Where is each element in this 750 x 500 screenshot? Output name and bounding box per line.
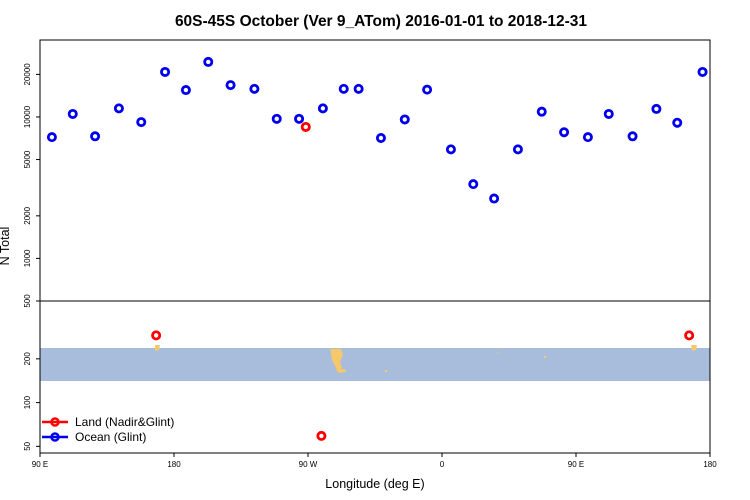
ocean-point [160,66,171,77]
land-point [684,330,695,341]
ocean-point [445,144,456,155]
ocean-point [46,132,57,143]
y-tick-label: 500 [23,294,32,308]
y-tick-label: 200 [23,352,32,366]
y-tick-label: 2000 [23,206,32,224]
land-tierra-del-fuego [336,369,346,373]
y-axis-lower: 50 100 200 [23,352,40,451]
ocean-point [399,114,410,125]
ocean-point [136,117,147,128]
ocean-point [294,113,305,124]
legend-land-label: Land (Nadir&Glint) [75,415,174,429]
ocean-point [317,103,328,114]
ocean-point [203,56,214,67]
ocean-point [338,83,349,94]
legend-land-marker [50,417,60,427]
y-tick-label: 5000 [23,150,32,168]
land-islet [497,351,499,353]
land-point [300,121,311,132]
ocean-point [271,113,282,124]
ocean-point [353,83,364,94]
ocean-point [672,117,683,128]
land-point [151,330,162,341]
ocean-point [536,106,547,117]
ocean-point [697,66,708,77]
ocean-point [627,131,638,142]
chart-title: 60S-45S October (Ver 9_ATom) 2016-01-01 … [175,13,587,30]
y-tick-label: 100 [23,395,32,409]
ocean-point [468,179,479,190]
ocean-point [582,132,593,143]
y-tick-label: 20000 [23,63,32,86]
y-tick-label: 50 [23,441,32,450]
ocean-point [603,108,614,119]
plot-frame [39,39,711,454]
land-islet [543,355,547,359]
x-tick-label: 180 [167,460,181,469]
ocean-point [651,103,662,114]
data-points [46,56,708,441]
x-tick-label: 90 E [32,460,48,469]
x-axis-label: Longitude (deg E) [325,477,424,491]
ocean-point [512,144,523,155]
ocean-point [113,103,124,114]
ocean-band [40,348,710,381]
ocean-point [249,83,260,94]
ocean-point [225,80,236,91]
land-point [316,430,327,441]
land-new-zealand-right [691,345,697,351]
y-tick-label: 10000 [23,105,32,128]
ocean-point [559,127,570,138]
y-tick-label: 1000 [23,249,32,267]
ocean-point [489,193,500,204]
x-axis: 90 E 180 90 W 0 90 E 180 [32,453,717,469]
map-band [40,345,710,381]
ocean-point [375,133,386,144]
x-tick-label: 90 W [299,460,318,469]
ocean-point [422,84,433,95]
legend-ocean-marker [50,432,60,442]
legend: Land (Nadir&Glint) Ocean (Glint) [42,415,174,444]
land-south-america-tip [330,349,343,371]
x-tick-label: 180 [703,460,717,469]
land-islet [384,369,388,373]
land-new-zealand-left [155,345,160,351]
ocean-point [67,108,78,119]
y-axis-upper: 500 1000 2000 5000 10000 20000 [23,63,40,308]
x-tick-label: 90 E [568,460,584,469]
ocean-point [90,131,101,142]
x-tick-label: 0 [440,460,445,469]
land-shapes [155,345,697,373]
ocean-point [180,85,191,96]
legend-ocean-label: Ocean (Glint) [75,430,146,444]
y-axis-label: N Total [0,227,12,266]
